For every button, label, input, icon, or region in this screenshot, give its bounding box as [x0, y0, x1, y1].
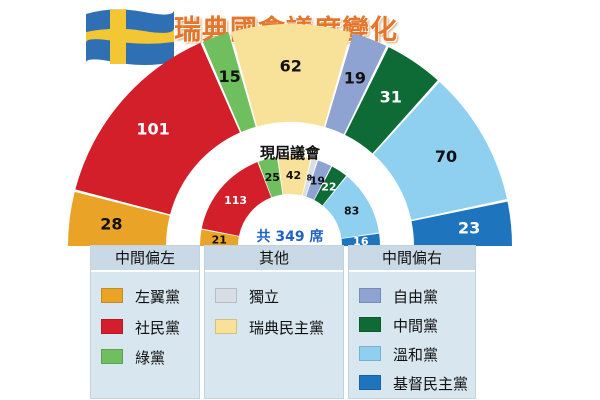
outer-ring-seat-label-moderates: 70: [435, 147, 457, 166]
centre-party-swatch: [359, 317, 381, 332]
sweden-democrats-swatch: [215, 319, 237, 334]
legend-item-christian-democrats: 基督民主黨: [359, 373, 468, 395]
legend-heading: 其他: [205, 246, 343, 272]
outer-ring-segment-centre-party: [345, 47, 438, 154]
inner-ring-segment-moderates: [322, 176, 379, 239]
inner-ring-segment-centre-party: [314, 166, 347, 206]
legend-item-centre-party: 中間黨: [359, 315, 438, 337]
outer-ring-seat-label-sweden-democrats: 62: [280, 57, 302, 76]
total-seats-label: 共 349 席: [257, 228, 324, 245]
outer-ring-segment-green-party: [202, 32, 256, 132]
inner-ring-segment-sweden-democrats: [278, 156, 311, 196]
inner-ring-seat-label-christian-democrats: 16: [353, 235, 369, 248]
swedish-flag-image: [85, 9, 174, 65]
legend-item-label: 自由黨: [393, 288, 439, 306]
left-party-swatch: [101, 288, 123, 303]
legend-item-label: 社民黨: [135, 319, 181, 337]
inner-ring-seat-label-left-party: 21: [212, 233, 227, 246]
independent-swatch: [215, 288, 237, 303]
legend-item-label: 溫和黨: [393, 346, 439, 364]
outer-ring-segment-moderates: [373, 82, 507, 220]
legend-group-other: 其他 獨立 瑞典民主黨: [204, 245, 344, 399]
inner-ring-segment-liberals: [306, 160, 332, 200]
inner-ring-seat-label-moderates: 83: [344, 205, 359, 218]
inner-ring-segment-independent: [302, 158, 317, 197]
outer-ring-seat-label-green-party: 15: [218, 67, 240, 86]
legend-item-label: 獨立: [249, 288, 280, 306]
inner-ring-segment-christian-democrats: [341, 233, 380, 246]
inner-ring-label: 現屆議會: [260, 144, 321, 162]
outer-ring-seat-label-liberals: 19: [344, 69, 366, 88]
outer-ring-seat-label-centre-party: 31: [380, 87, 402, 106]
legend-group-center-left: 中間偏左 左翼黨 社民黨 綠黨: [90, 245, 200, 399]
outer-ring-segment-liberals: [325, 33, 387, 135]
moderates-swatch: [359, 346, 381, 361]
legend-group-center-right: 中間偏右 自由黨 中間黨 溫和黨 基督民主黨: [348, 245, 476, 399]
inner-ring-segment-left-party: [200, 229, 239, 246]
legend-item-label: 綠黨: [135, 349, 166, 367]
inner-ring-seat-label-centre-party: 22: [321, 180, 336, 193]
christian-democrats-swatch: [359, 375, 381, 390]
legend-item-label: 瑞典民主黨: [249, 319, 325, 337]
social-democrats-swatch: [101, 319, 123, 334]
outer-ring-segment-left-party: [68, 191, 170, 246]
outer-ring-seat-label-christian-democrats: 23: [458, 219, 480, 238]
inner-ring-seat-label-liberals: 19: [310, 174, 325, 187]
outer-ring-seat-label-social-democrats: 101: [136, 120, 169, 139]
legend-item-label: 左翼黨: [135, 288, 181, 306]
legend-item-green-party: 綠黨: [101, 347, 165, 369]
inner-ring-seat-label-sweden-democrats: 42: [286, 169, 301, 182]
legend-item-label: 基督民主黨: [393, 375, 469, 393]
outer-ring-segment-sweden-democrats: [231, 23, 351, 127]
inner-ring-seat-label-social-democrats: 113: [224, 194, 247, 207]
legend-item-sweden-democrats: 瑞典民主黨: [215, 317, 324, 339]
legend-heading: 中間偏右: [349, 246, 475, 272]
legend-heading: 中間偏左: [91, 246, 199, 272]
inner-ring-segment-green-party: [258, 156, 283, 198]
inner-ring-seat-label-green-party: 25: [265, 171, 280, 184]
legend-item-left-party: 左翼黨: [101, 286, 180, 308]
legend-item-independent: 獨立: [215, 286, 279, 308]
outer-ring-segment-social-democrats: [75, 42, 240, 215]
green-party-swatch: [101, 349, 123, 364]
inner-ring-segment-social-democrats: [201, 162, 272, 236]
liberals-swatch: [359, 288, 381, 303]
outer-ring-segment-christian-democrats: [411, 201, 512, 246]
inner-ring-seat-label-independent: 8: [306, 173, 312, 182]
legend-item-social-democrats: 社民黨: [101, 317, 180, 339]
legend-item-liberals: 自由黨: [359, 286, 438, 308]
legend-item-label: 中間黨: [393, 317, 439, 335]
legend-item-moderates: 溫和黨: [359, 344, 438, 366]
outer-ring-seat-label-left-party: 28: [100, 215, 122, 234]
